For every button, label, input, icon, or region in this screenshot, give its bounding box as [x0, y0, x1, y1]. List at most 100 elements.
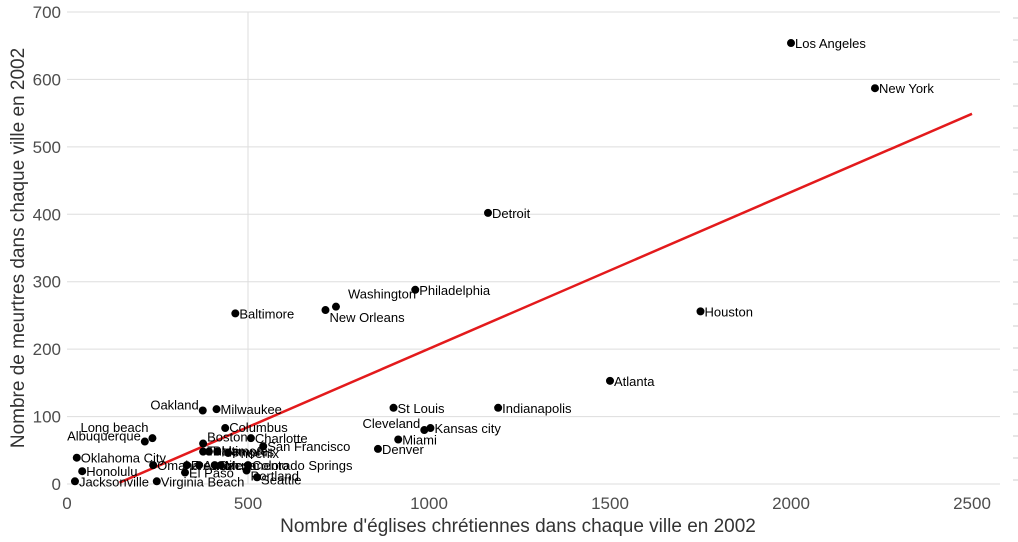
point-label: Boston	[207, 430, 247, 445]
data-point	[259, 442, 268, 451]
data-point	[198, 406, 207, 415]
data-point	[221, 424, 230, 433]
point-label: Phoenix	[232, 446, 279, 461]
point-label: Long beach	[80, 420, 148, 435]
data-point	[253, 473, 262, 482]
data-point	[72, 453, 81, 462]
data-point	[420, 426, 429, 435]
regression-line-group	[118, 112, 973, 484]
point-label: Kansas city	[434, 421, 501, 436]
point-label: Miami	[402, 432, 437, 447]
data-point	[606, 376, 614, 385]
y-tick-label: 200	[33, 340, 61, 359]
data-point	[210, 461, 219, 470]
point-label: El Paso	[189, 466, 234, 481]
data-point	[213, 447, 222, 456]
x-tick-label: 1500	[591, 494, 629, 513]
x-axis-title: Nombre d'églises chrétiennes dans chaque…	[280, 516, 756, 537]
point-label: Baltimore	[213, 444, 268, 459]
x-tick-label: 2000	[772, 494, 810, 513]
point-labels: Los Angeles New York Detroit Philadelphia Ho…	[67, 36, 934, 489]
data-point	[242, 466, 251, 475]
data-point	[181, 468, 190, 477]
grid-lines	[67, 11, 1018, 485]
data-point	[148, 434, 157, 443]
point-label: New Orleans	[329, 310, 405, 325]
point-label: Sacramento	[219, 458, 289, 473]
data-point	[204, 447, 213, 456]
point-label: Albuquerque	[67, 429, 141, 444]
x-tick-label: 2500	[953, 494, 991, 513]
data-point	[484, 208, 493, 217]
data-point	[212, 405, 221, 414]
data-point	[411, 285, 420, 294]
point-label: Cleveland	[362, 416, 420, 431]
data-point	[216, 461, 225, 470]
point-label: Columbus	[229, 420, 288, 435]
y-tick-label: 500	[33, 138, 61, 157]
point-label: Tulsa	[207, 444, 239, 459]
y-axis-title: Nombre de meurtres dans chaque ville en …	[8, 48, 29, 448]
point-label: Jacksonville	[79, 474, 149, 489]
y-tick-label: 100	[33, 408, 61, 427]
data-point	[224, 448, 233, 457]
axis-ticks: 0 100 200 300 400 500 600 700 0 500 1000 1500 2000 25…	[33, 3, 991, 513]
point-label: Los Angeles	[795, 36, 866, 51]
point-label: Mesa	[225, 458, 258, 473]
point-label: Fresno	[191, 458, 231, 473]
point-label: Colorado Springs	[252, 458, 353, 473]
point-label: Oklahoma City	[81, 451, 167, 466]
data-point	[140, 437, 149, 446]
data-points	[70, 39, 879, 486]
point-label: Honolulu	[86, 464, 137, 479]
point-label: Philadelphia	[419, 283, 491, 298]
point-label: Oakland	[150, 398, 198, 413]
point-label: Virginia Beach	[161, 474, 245, 489]
point-label: San Francisco	[267, 439, 350, 454]
y-tick-label: 700	[33, 3, 61, 22]
regression-line	[118, 112, 973, 484]
data-point	[394, 435, 403, 444]
data-point	[787, 39, 795, 48]
data-point	[231, 309, 240, 318]
point-label: Portland	[251, 469, 299, 484]
point-label: Denver	[382, 442, 425, 457]
point-label: New York	[879, 81, 934, 96]
point-label: Houston	[705, 304, 753, 319]
data-point	[426, 424, 435, 433]
y-tick-label: 400	[33, 205, 61, 224]
y-tick-label: 0	[52, 475, 61, 494]
point-label: St Louis	[398, 401, 445, 416]
y-tick-label: 300	[33, 273, 61, 292]
point-label: Washington	[348, 287, 416, 302]
point-label: Milwaukee	[221, 402, 282, 417]
data-point	[152, 477, 161, 486]
data-point	[494, 403, 503, 412]
data-point	[870, 84, 879, 93]
point-label: Atlanta	[614, 374, 655, 389]
y-tick-label: 600	[33, 70, 61, 89]
point-label: Charlotte	[255, 431, 308, 446]
point-label: Memphis	[221, 445, 274, 460]
x-tick-label: 1000	[410, 494, 448, 513]
point-label: Seattle	[261, 472, 301, 487]
data-point	[389, 403, 398, 412]
data-point	[70, 477, 79, 486]
data-point	[195, 461, 204, 470]
data-point	[696, 307, 705, 316]
point-label: Baltimore	[239, 306, 294, 321]
point-label: Indianapolis	[502, 401, 572, 416]
point-label: Detroit	[492, 206, 531, 221]
data-point	[199, 447, 208, 456]
x-tick-label: 500	[234, 494, 262, 513]
data-point	[199, 439, 208, 448]
data-point	[78, 467, 87, 476]
data-point	[331, 302, 340, 311]
data-point	[373, 444, 382, 453]
point-label: Omaha	[157, 458, 200, 473]
x-tick-label: 0	[62, 494, 71, 513]
point-label: Austin	[203, 458, 239, 473]
data-point	[246, 434, 255, 443]
data-point	[321, 306, 330, 315]
